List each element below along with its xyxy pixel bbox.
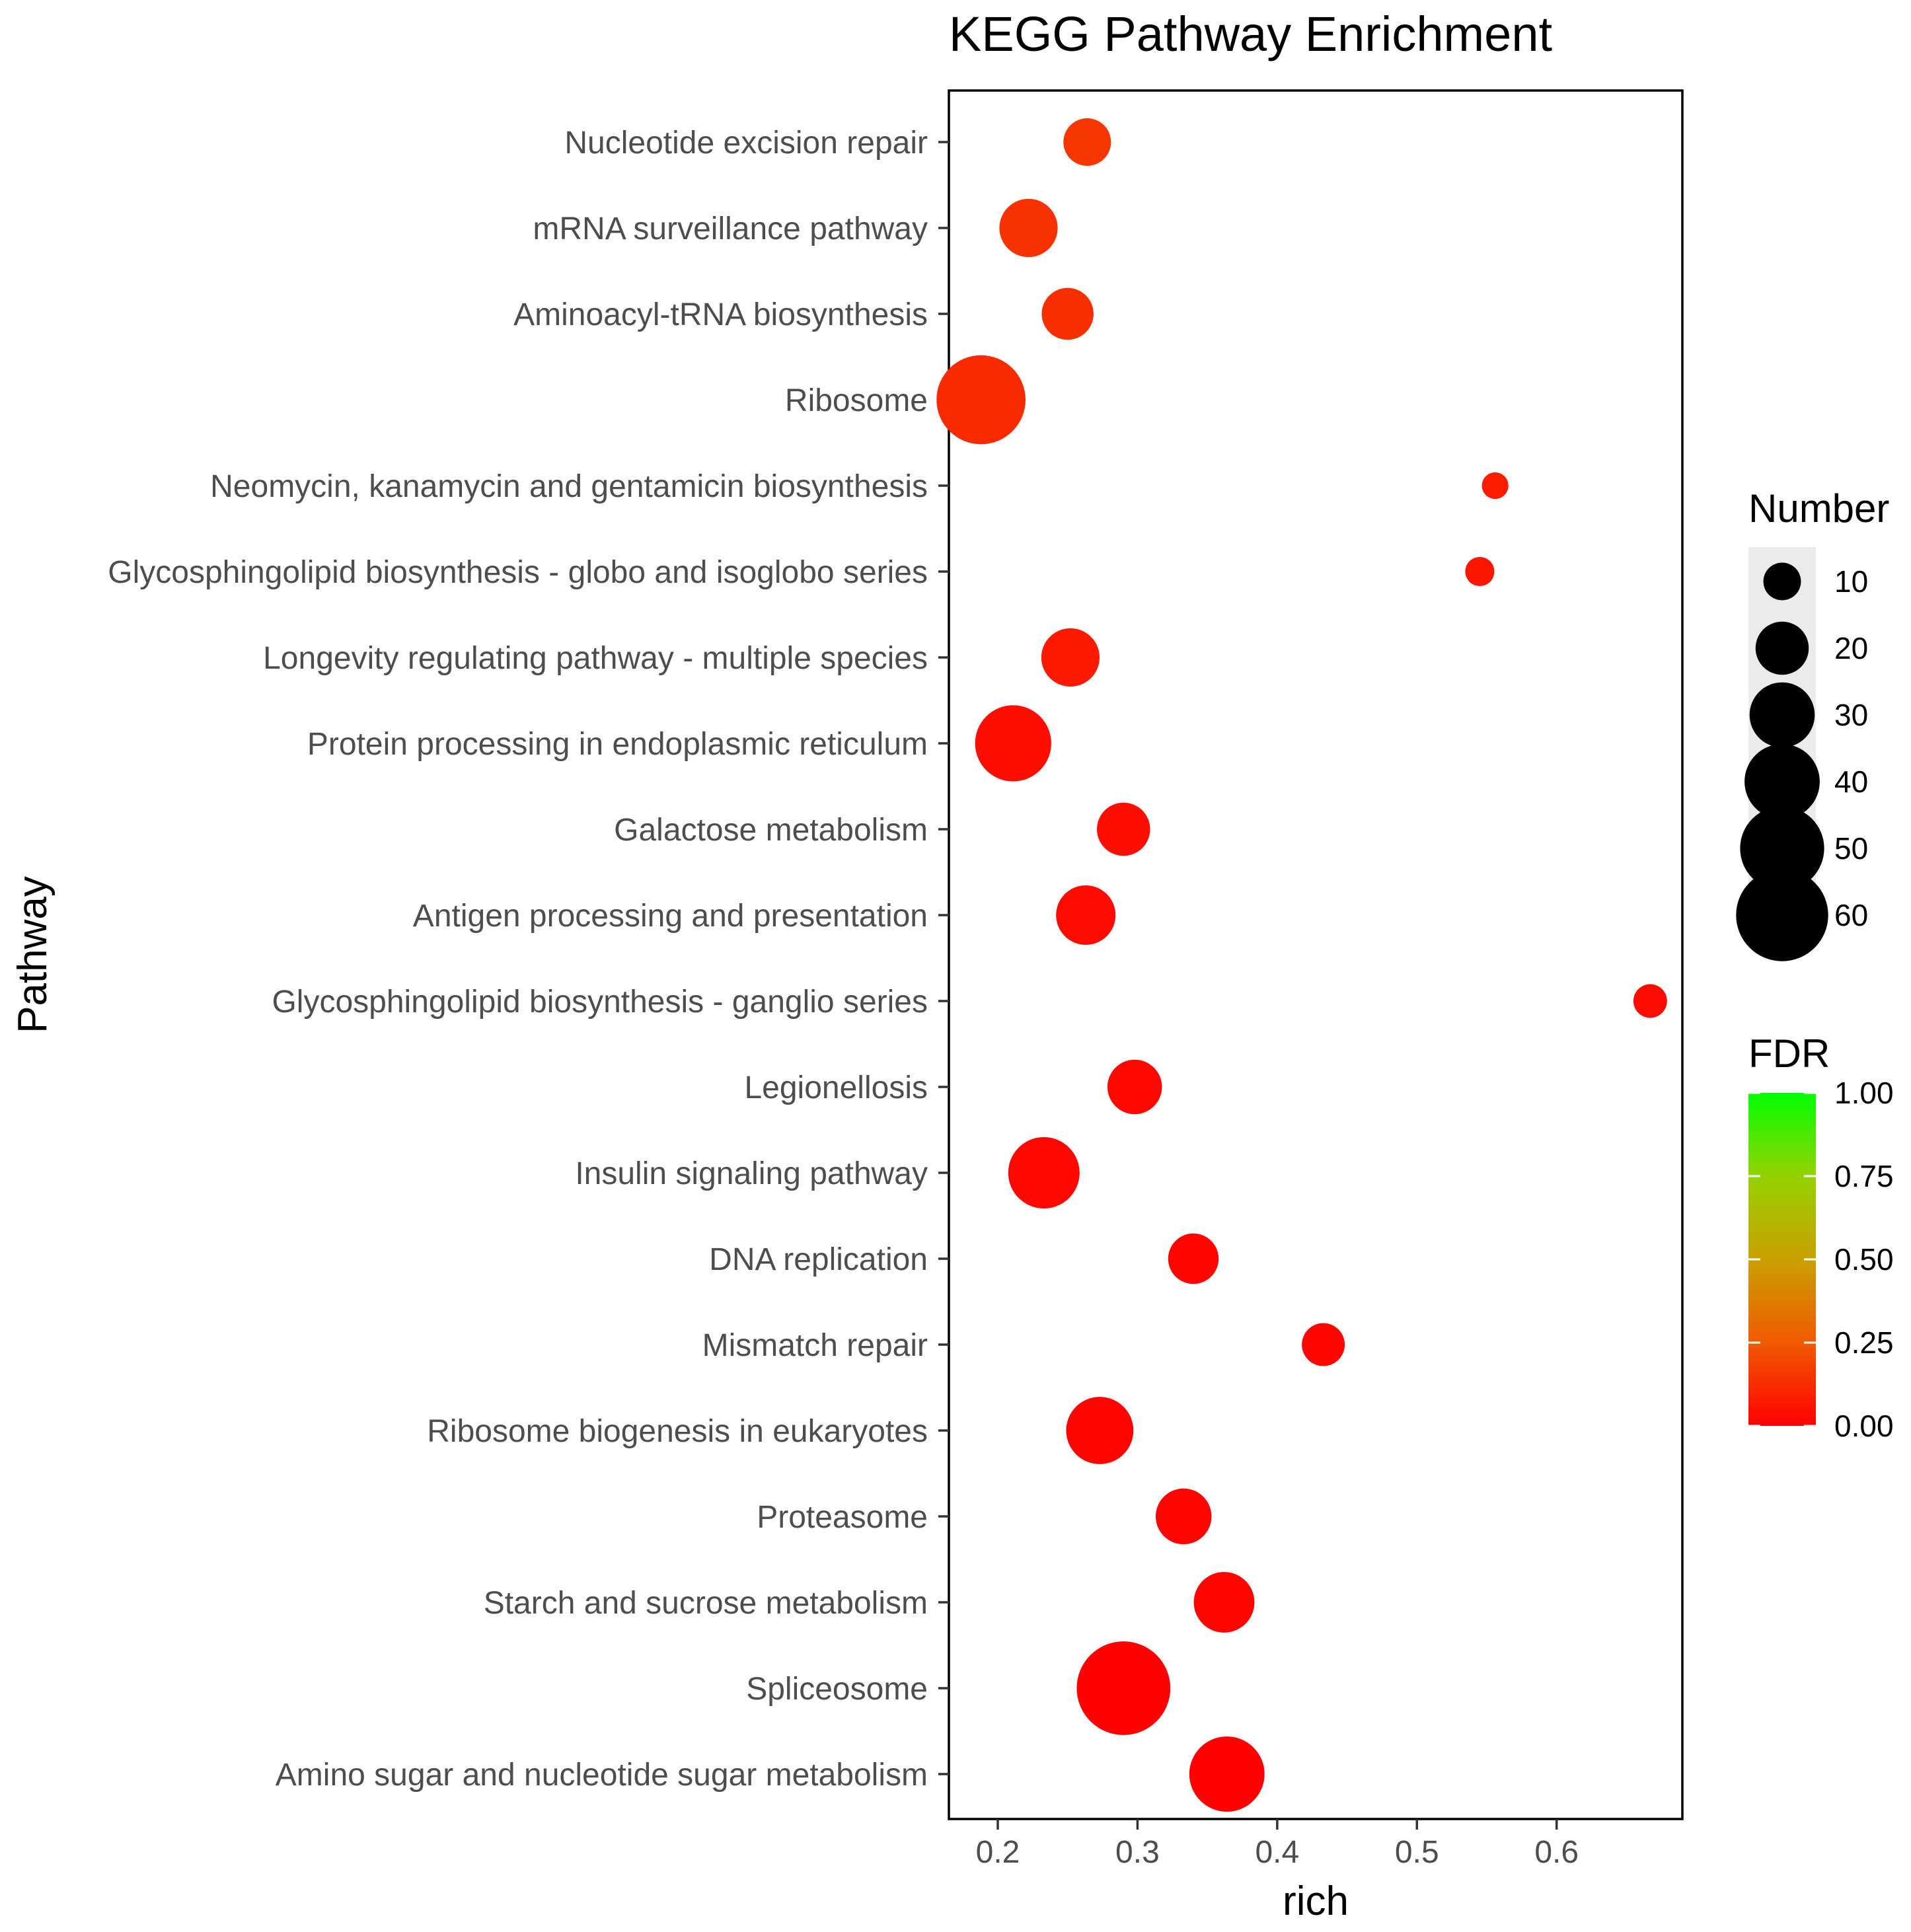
size-legend-key bbox=[1755, 621, 1809, 675]
data-point bbox=[1465, 556, 1495, 587]
data-point bbox=[1076, 1641, 1171, 1735]
data-point bbox=[1041, 628, 1100, 687]
data-point bbox=[936, 355, 1026, 445]
x-tick-label: 0.6 bbox=[1534, 1835, 1579, 1870]
size-legend-key bbox=[1736, 869, 1828, 961]
x-tick-label: 0.2 bbox=[976, 1835, 1020, 1870]
y-tick-label: Protein processing in endoplasmic reticu… bbox=[307, 727, 928, 762]
x-tick-label: 0.3 bbox=[1115, 1835, 1160, 1870]
y-tick-label: Proteasome bbox=[757, 1500, 928, 1535]
y-tick-label: mRNA surveillance pathway bbox=[533, 211, 928, 246]
y-tick-label: Glycosphingolipid biosynthesis - ganglio… bbox=[272, 985, 928, 1020]
y-tick-label: Insulin signaling pathway bbox=[575, 1156, 928, 1191]
data-point bbox=[1633, 984, 1667, 1018]
x-axis: 0.2 0.3 0.4 0.5 0.6 bbox=[976, 1819, 1579, 1870]
y-tick-label: Neomycin, kanamycin and gentamicin biosy… bbox=[210, 469, 928, 504]
y-tick-label: Legionellosis bbox=[744, 1070, 928, 1105]
x-axis-title: rich bbox=[1283, 1878, 1349, 1924]
fdr-tick-label: 0.25 bbox=[1834, 1325, 1894, 1360]
size-legend-label: 40 bbox=[1834, 764, 1868, 799]
size-legend-title: Number bbox=[1748, 486, 1889, 531]
y-tick-label: Ribosome biogenesis in eukaryotes bbox=[427, 1414, 928, 1449]
data-point bbox=[1189, 1736, 1265, 1812]
y-axis: Nucleotide excision repair mRNA surveilla… bbox=[108, 126, 949, 1793]
y-tick-label: Aminoacyl-tRNA biosynthesis bbox=[513, 297, 928, 332]
y-tick-label: Nucleotide excision repair bbox=[564, 126, 928, 161]
y-tick-label: Starch and sucrose metabolism bbox=[484, 1586, 928, 1621]
fdr-legend-title: FDR bbox=[1748, 1031, 1830, 1076]
size-legend-label: 50 bbox=[1834, 831, 1868, 866]
y-axis-title: Pathway bbox=[10, 876, 56, 1033]
data-point bbox=[1193, 1572, 1255, 1633]
data-point bbox=[1097, 802, 1150, 856]
y-tick-label: DNA replication bbox=[709, 1242, 928, 1277]
x-tick-label: 0.5 bbox=[1395, 1835, 1439, 1870]
data-point bbox=[1302, 1323, 1345, 1366]
size-legend-label: 20 bbox=[1834, 631, 1868, 665]
size-legend-key bbox=[1763, 562, 1801, 601]
plot-panel bbox=[948, 89, 1684, 1820]
fdr-tick-label: 0.50 bbox=[1834, 1242, 1894, 1277]
size-legend-label: 10 bbox=[1834, 564, 1868, 599]
chart-title: KEGG Pathway Enrichment bbox=[949, 7, 1552, 61]
data-point bbox=[1155, 1488, 1212, 1545]
fdr-tick-label: 0.00 bbox=[1834, 1409, 1894, 1443]
y-tick-label: Longevity regulating pathway - multiple … bbox=[263, 641, 928, 676]
data-point bbox=[975, 705, 1051, 782]
size-legend: Number 10 20 30 40 50 60 bbox=[1736, 486, 1889, 961]
data-point bbox=[1008, 1137, 1080, 1208]
data-point bbox=[1481, 472, 1509, 500]
y-tick-label: Spliceosome bbox=[746, 1672, 928, 1707]
data-point bbox=[1063, 118, 1111, 166]
y-tick-label: Antigen processing and presentation bbox=[413, 899, 928, 934]
data-point bbox=[1066, 1397, 1134, 1464]
data-points bbox=[936, 118, 1667, 1812]
x-tick-label: 0.4 bbox=[1255, 1835, 1299, 1870]
size-legend-label: 60 bbox=[1834, 898, 1868, 932]
size-legend-key bbox=[1740, 806, 1824, 891]
size-legend-key bbox=[1744, 744, 1820, 819]
data-point bbox=[1168, 1233, 1219, 1284]
fdr-color-legend: FDR 1.00 0.75 0.50 0.25 0.00 bbox=[1748, 1031, 1894, 1443]
y-tick-label: Galactose metabolism bbox=[614, 813, 928, 848]
size-legend-label: 30 bbox=[1834, 698, 1868, 732]
y-tick-label: Ribosome bbox=[785, 383, 928, 418]
y-tick-label: Glycosphingolipid biosynthesis - globo a… bbox=[108, 555, 928, 590]
y-tick-label: Mismatch repair bbox=[702, 1328, 928, 1363]
size-legend-key bbox=[1749, 682, 1815, 748]
fdr-tick-label: 0.75 bbox=[1834, 1159, 1894, 1193]
fdr-tick-label: 1.00 bbox=[1834, 1076, 1894, 1110]
data-point bbox=[999, 198, 1058, 258]
data-point bbox=[1107, 1059, 1162, 1115]
y-tick-label: Amino sugar and nucleotide sugar metabol… bbox=[276, 1758, 928, 1793]
data-point bbox=[1041, 287, 1094, 340]
data-point bbox=[1056, 885, 1116, 945]
